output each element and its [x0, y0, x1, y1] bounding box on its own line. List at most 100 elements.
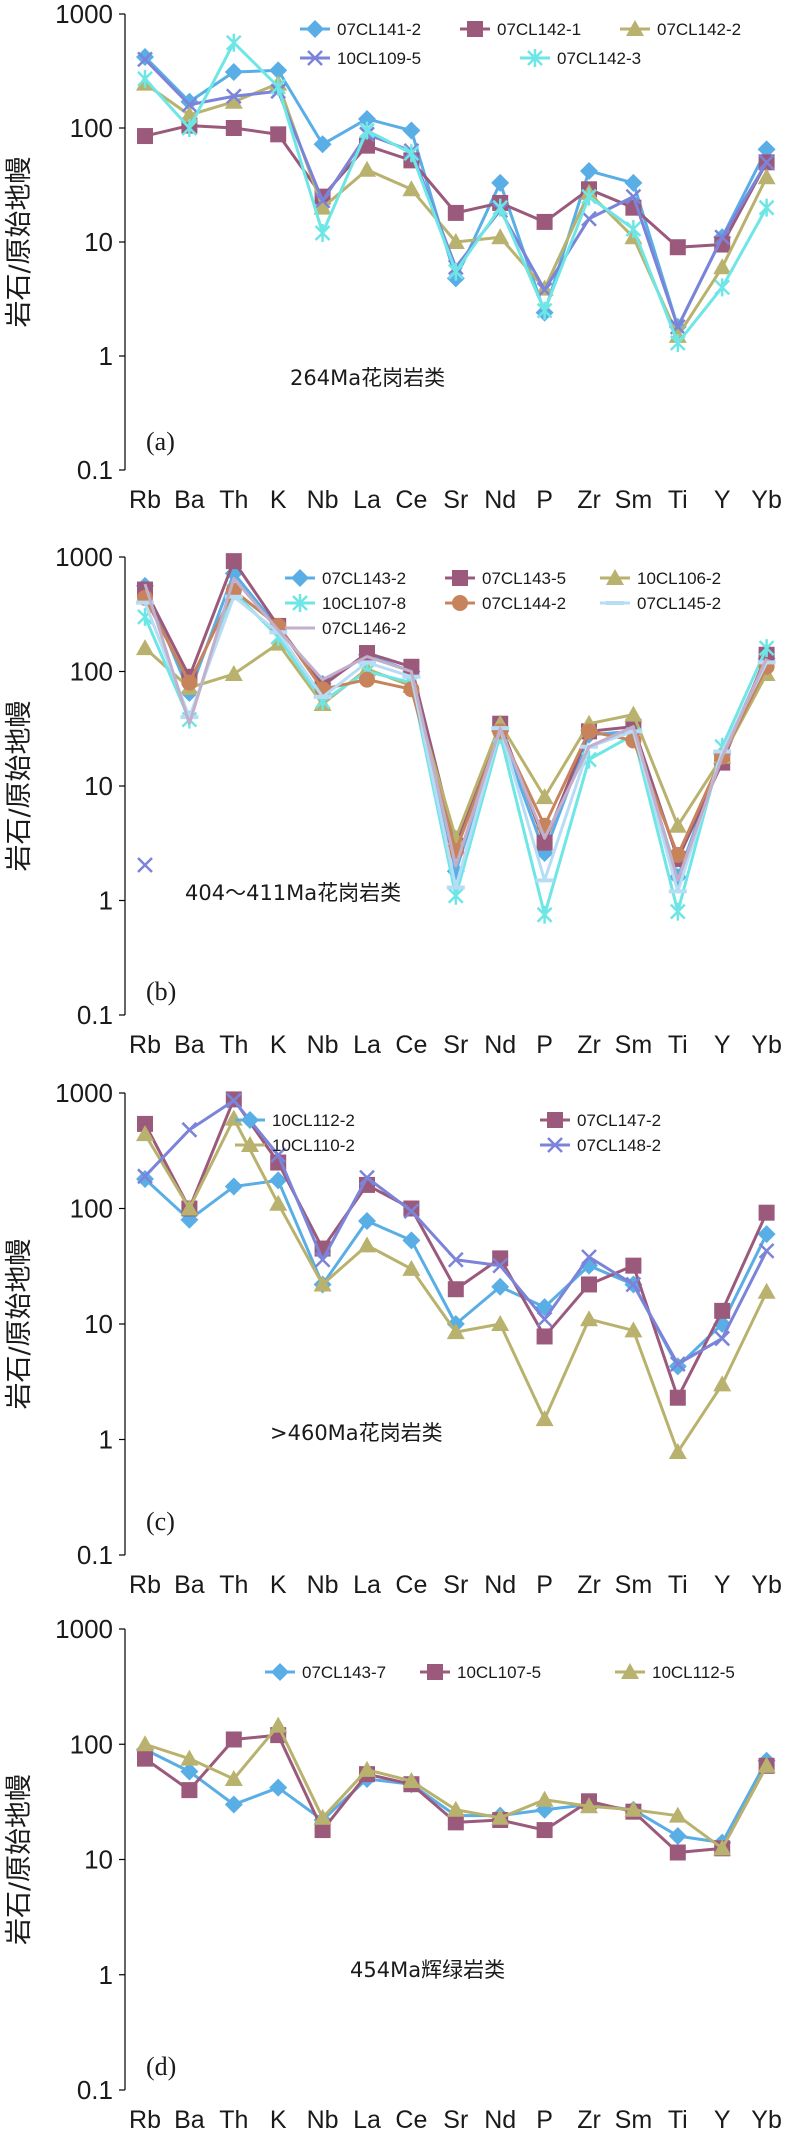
y-tick-label: 100 — [70, 113, 113, 143]
data-point — [757, 140, 776, 159]
legend-label: 10CL107-5 — [457, 1663, 541, 1682]
legend-label: 10CL107-8 — [322, 594, 406, 613]
legend-swatch-marker — [606, 569, 624, 585]
x-tick-label: Th — [219, 486, 248, 514]
data-point — [713, 1375, 732, 1392]
data-point — [536, 1311, 553, 1328]
data-point — [446, 1323, 465, 1340]
x-tick-label: Sr — [443, 2106, 468, 2134]
data-point — [180, 92, 199, 111]
data-point — [581, 187, 597, 206]
legend-item: 07CL147-2 — [540, 1111, 661, 1130]
chart-panel-b: 0.1 1 10 100 1000 岩石/原始地幔 Rb Ba Th K Nb La Ce Sr Nd P Zr… — [4, 542, 782, 1059]
y-tick-label: 1 — [99, 1425, 113, 1455]
x-tick-label: Yb — [751, 2106, 782, 2134]
legend-swatch-marker — [452, 595, 468, 611]
series-line — [143, 41, 768, 345]
data-point — [446, 233, 465, 249]
x-tick-label: Sm — [615, 2106, 653, 2134]
legend-swatch-marker — [626, 20, 644, 36]
data-point — [536, 834, 553, 851]
data-point — [314, 192, 331, 209]
legend: 07CL143-7 10CL107-5 10CL112-5 — [265, 1663, 735, 1682]
legend-label: 07CL146-2 — [322, 619, 406, 638]
x-tick-label: Ti — [668, 1031, 688, 1059]
data-point — [669, 239, 686, 256]
data-point — [447, 262, 464, 281]
data-point — [624, 173, 643, 192]
data-point — [403, 144, 420, 163]
data-point — [491, 1315, 510, 1331]
legend-label: 10CL106-2 — [637, 569, 721, 588]
data-point — [225, 88, 242, 105]
x-tick-label: P — [536, 1031, 553, 1059]
y-tick-label: 0.1 — [77, 455, 113, 485]
legend-item: 07CL148-2 — [540, 1136, 661, 1155]
x-tick-label: Y — [714, 486, 731, 514]
x-tick-label: Rb — [129, 1571, 161, 1599]
y-tick-label: 1000 — [55, 542, 113, 572]
data-point — [224, 1769, 243, 1786]
data-point — [536, 213, 553, 230]
y-tick-label: 1000 — [55, 1614, 113, 1644]
legend-swatch-marker — [291, 569, 309, 587]
data-point — [180, 1199, 199, 1216]
data-point — [581, 1249, 597, 1265]
x-tick-label: Sr — [443, 486, 468, 514]
data-point — [625, 220, 642, 239]
data-point — [714, 1302, 731, 1319]
legend-label: 07CL142-3 — [557, 49, 641, 68]
data-point — [492, 198, 509, 217]
x-tick-label: Sr — [443, 1571, 468, 1599]
legend-item: 07CL146-2 — [285, 619, 406, 638]
legend-swatch-marker — [452, 570, 468, 586]
data-point — [536, 905, 553, 924]
x-tick-label: La — [353, 1571, 381, 1599]
data-point — [270, 126, 287, 143]
data-point — [580, 1797, 598, 1814]
panel-label: (d) — [146, 2052, 176, 2081]
data-point — [313, 1275, 332, 1292]
x-tick-label: Sm — [615, 1571, 653, 1599]
panel-annotation: >460Ma花岗岩类 — [270, 1421, 443, 1445]
x-tick-label: La — [353, 2106, 381, 2134]
legend-item: 07CL142-3 — [520, 49, 641, 68]
legend-label: 07CL143-7 — [302, 1663, 386, 1682]
legend-item: 07CL143-2 — [285, 569, 406, 588]
data-point — [225, 1092, 242, 1109]
legend-item: 10CL106-2 — [600, 569, 721, 588]
x-tick-label: Ti — [668, 2106, 688, 2134]
data-point — [669, 1356, 686, 1372]
legend-swatch-marker — [271, 1663, 289, 1681]
data-point — [581, 723, 597, 740]
data-point — [224, 1795, 243, 1814]
legend-label: 07CL142-2 — [657, 20, 741, 39]
data-point — [313, 198, 332, 215]
data-point — [535, 1410, 554, 1427]
data-point — [225, 33, 242, 52]
series-10CL109-5 — [137, 51, 775, 335]
data-point — [359, 1169, 375, 1186]
x-tick-label: Ti — [668, 1571, 688, 1599]
x-tick-label: Y — [714, 2106, 731, 2134]
x-tick-label: Rb — [129, 2106, 161, 2134]
x-tick-label: Nd — [484, 486, 516, 514]
legend: 10CL112-2 07CL147-2 10CL110-2 07CL148-2 — [235, 1111, 661, 1155]
y-tick-label: 1000 — [55, 0, 113, 29]
data-point — [403, 1200, 420, 1217]
legend-item: 10CL107-5 — [420, 1663, 541, 1682]
x-tick-label: Th — [219, 2106, 248, 2134]
data-point — [269, 61, 288, 80]
x-tick-label: Yb — [751, 1031, 782, 1059]
x-tick-label: Zr — [577, 1031, 601, 1059]
data-point — [136, 1735, 154, 1752]
series-07CL141-2 — [136, 47, 776, 336]
series-10CL112-5 — [136, 1716, 776, 1856]
data-point — [181, 1782, 198, 1799]
legend-swatch-marker — [241, 1136, 259, 1152]
data-point — [758, 154, 775, 171]
x-tick-label: Nd — [484, 1571, 516, 1599]
y-tick-label: 1 — [99, 341, 113, 371]
y-axis-title: 岩石/原始地幔 — [4, 1238, 35, 1409]
x-tick-label: Zr — [577, 486, 601, 514]
